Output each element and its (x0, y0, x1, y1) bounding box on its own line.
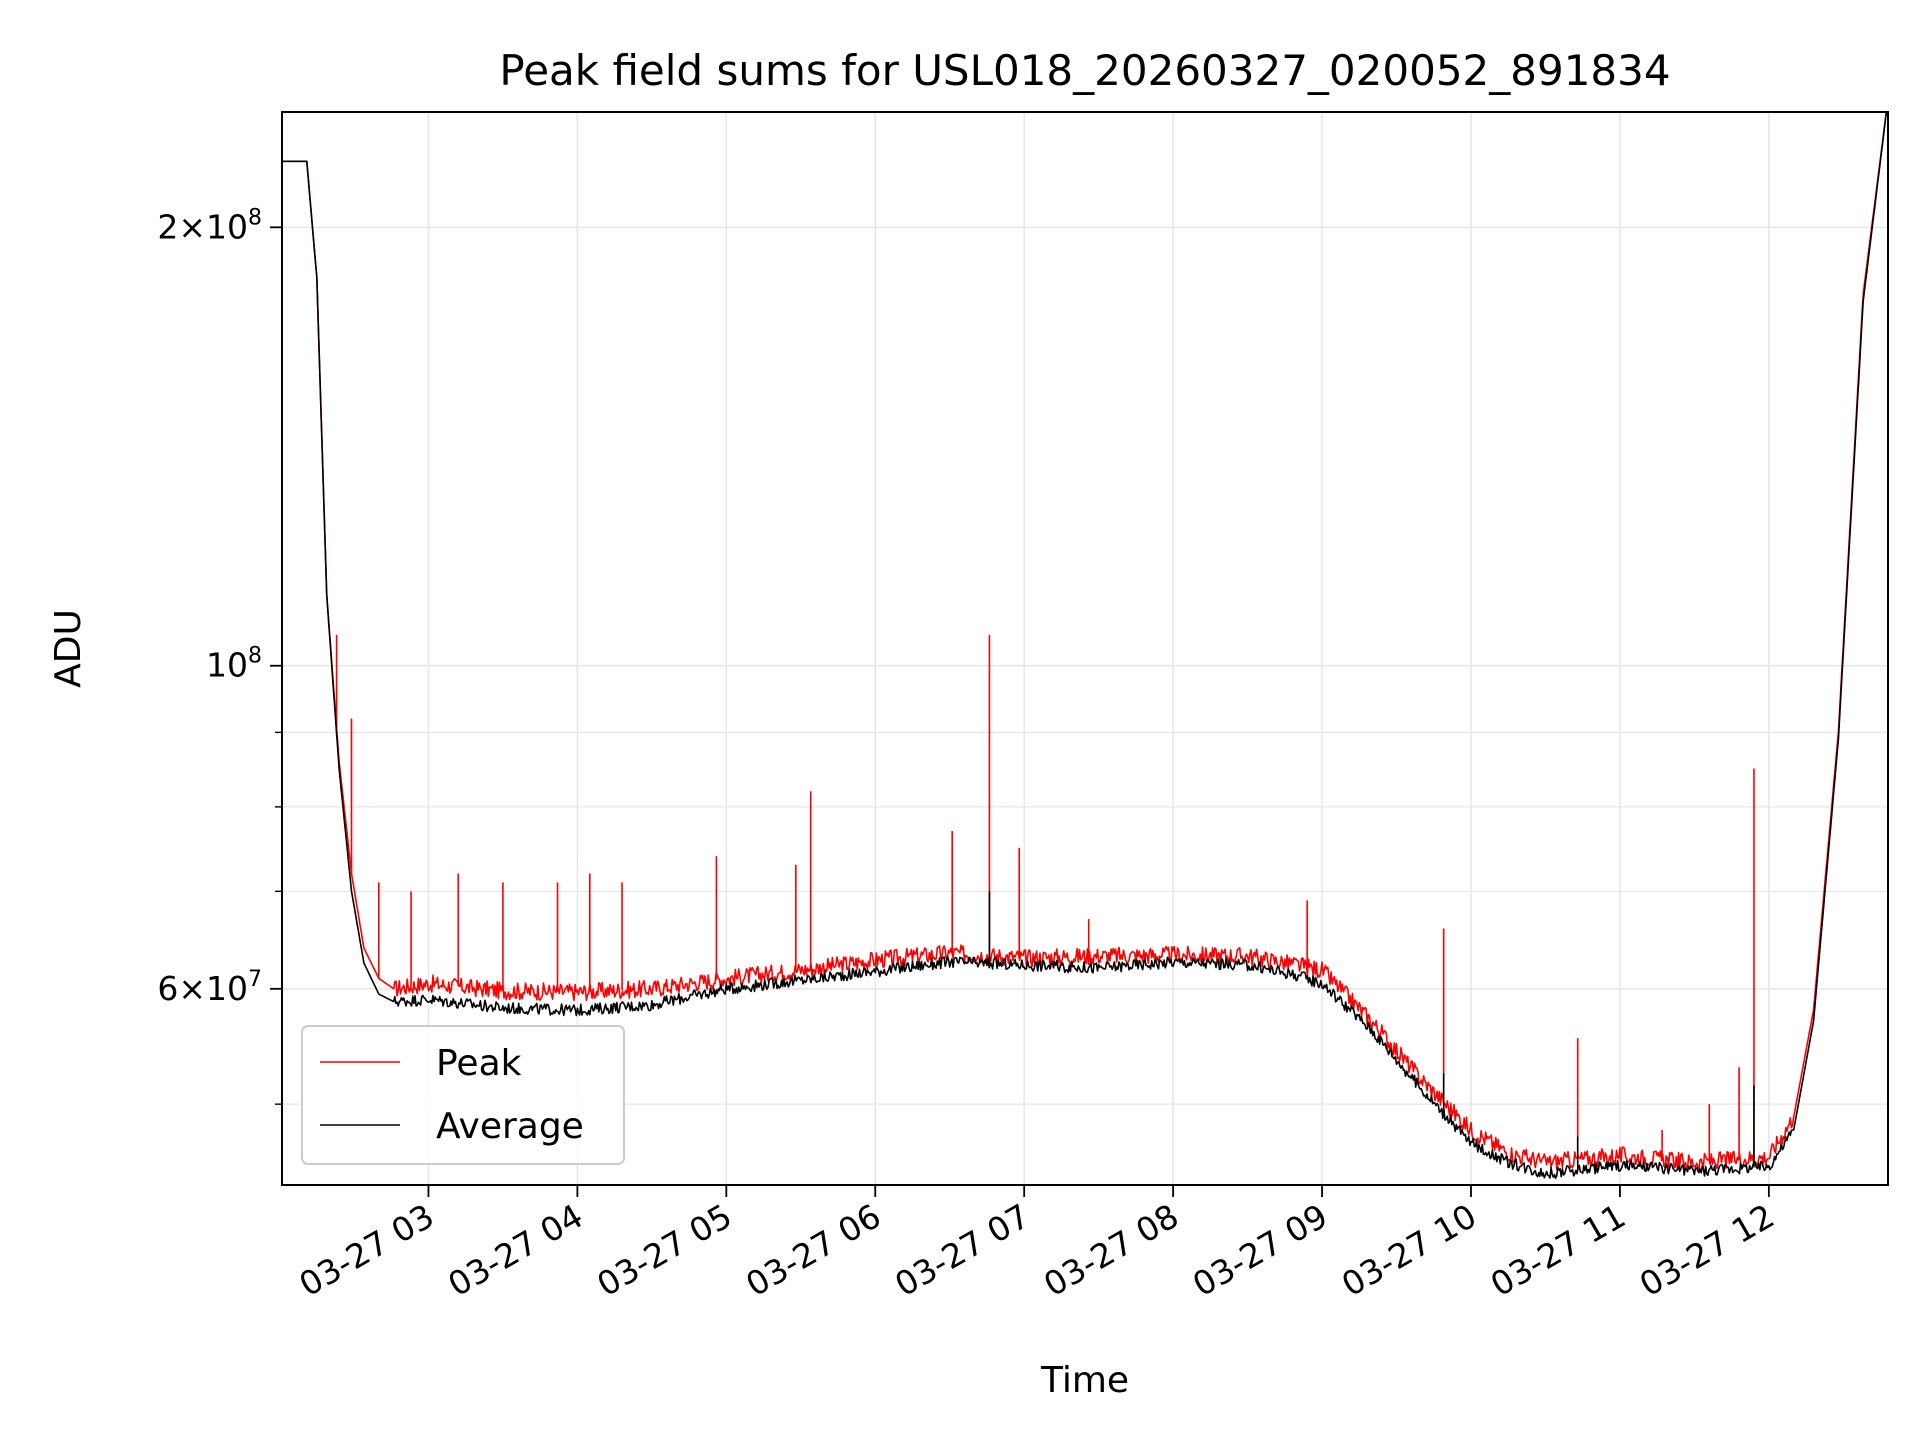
y-tick-mantissa: 2 (157, 207, 178, 246)
y-tick-label: 108 (206, 644, 262, 685)
legend-label-average: Average (436, 1106, 584, 1147)
legend: Peak Average (301, 1025, 625, 1165)
y-axis-title: ADU (48, 609, 89, 688)
y-tick-exponent: 8 (248, 644, 262, 669)
series-peak (282, 112, 1888, 1172)
y-tick-exponent: 8 (248, 205, 262, 230)
y-tick-times: × (178, 207, 206, 246)
y-tick-mantissa: 6 (157, 969, 178, 1008)
y-tick-times: × (178, 969, 206, 1008)
series-layer (282, 112, 1888, 1179)
plot-frame (281, 111, 1889, 1186)
series-line-peak (282, 112, 1888, 1172)
legend-label-peak: Peak (436, 1043, 522, 1084)
chart-title: Peak field sums for USL018_20260327_0200… (499, 46, 1670, 95)
y-tick-label: 6×107 (157, 967, 262, 1008)
y-tick-base: 10 (206, 646, 248, 685)
y-tick-exponent: 7 (248, 967, 262, 992)
grid (282, 112, 1888, 1185)
legend-box (301, 1025, 625, 1165)
y-tick-label: 2×108 (157, 205, 262, 246)
y-tick-base: 10 (206, 207, 248, 246)
y-tick-base: 10 (206, 969, 248, 1008)
x-axis-title: Time (1040, 1360, 1129, 1401)
series-average (282, 112, 1888, 1179)
series-line-average (282, 112, 1888, 1179)
